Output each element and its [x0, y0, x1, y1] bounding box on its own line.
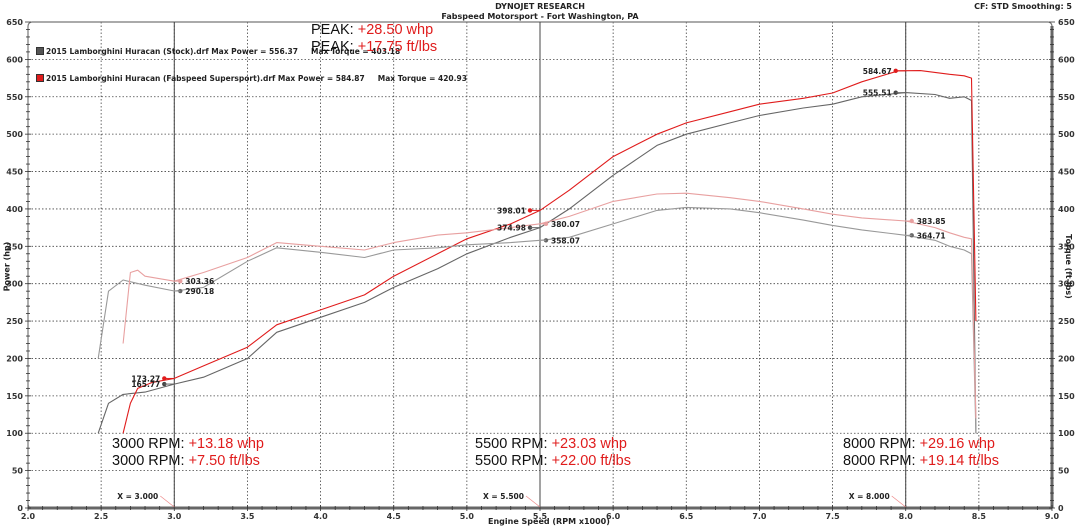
annotation-5500rpm: 5500 RPM: +23.03 whp 5500 RPM: +22.00 ft…: [475, 436, 631, 469]
x-axis-label: Engine Speed (RPM x1000): [488, 517, 610, 526]
y-tick-label-left: 450: [6, 168, 23, 177]
data-label: 358.07: [551, 236, 580, 245]
cursor-label: X = 8.000: [849, 492, 890, 501]
y-tick-label-right: 600: [1058, 55, 1075, 64]
data-label: 374.98: [497, 224, 526, 233]
y-tick-label-left: 500: [6, 130, 23, 139]
y-tick-label-right: 550: [1058, 93, 1075, 102]
series-line: [97, 206, 977, 434]
y-tick-label-left: 300: [6, 280, 23, 289]
series-lines: [97, 70, 977, 434]
y-tick-label-right: 500: [1058, 130, 1075, 139]
x-tick-label: 6.5: [679, 512, 694, 521]
y-tick-label-left: 400: [6, 205, 23, 214]
annotation-peak: PEAK: +28.50 whp PEAK: +17.75 ft/lbs: [311, 22, 438, 55]
data-label: 290.18: [185, 287, 214, 296]
y-tick-label-right: 450: [1058, 168, 1075, 177]
y-tick-label-left: 100: [6, 429, 23, 438]
data-label: 364.71: [917, 231, 946, 240]
chart-title: DYNOJET RESEARCH: [495, 2, 585, 11]
y-tick-label-left: 550: [6, 93, 23, 102]
x-tick-label: 7.0: [752, 512, 767, 521]
y-tick-label-right: 0: [1058, 504, 1064, 513]
legend-item-stock: 2015 Lamborghini Huracan (Stock).drf Max…: [36, 47, 467, 56]
y-tick-label-left: 200: [6, 354, 23, 363]
cf-smoothing-label: CF: STD Smoothing: 5: [974, 2, 1072, 11]
y-tick-label-left: 650: [6, 18, 23, 27]
series-line: [122, 192, 977, 419]
data-label: 303.36: [185, 277, 214, 286]
data-label: 398.01: [497, 206, 526, 215]
y-tick-label-left: 150: [6, 392, 23, 401]
legend: 2015 Lamborghini Huracan (Stock).drf Max…: [36, 29, 467, 92]
x-tick-label: 2.0: [21, 512, 36, 521]
legend-swatch-fabspeed: [36, 74, 44, 82]
series-line: [97, 92, 977, 434]
x-tick-label: 8.0: [899, 512, 914, 521]
y-tick-label-right: 400: [1058, 205, 1075, 214]
x-tick-label: 4.5: [387, 512, 402, 521]
x-tick-label: 2.5: [94, 512, 109, 521]
data-label: 173.27: [131, 374, 160, 383]
y-tick-label-right: 50: [1058, 467, 1070, 476]
data-label: 383.85: [917, 217, 946, 226]
y-tick-label-right: 350: [1058, 242, 1075, 251]
y-axis-label-right: Torque (ft-lbs): [1063, 234, 1073, 299]
x-tick-label: 4.0: [313, 512, 328, 521]
data-label: 165.77: [131, 380, 160, 389]
cursor-lines: X = 3.000 X = 5.500 X = 8.000: [117, 22, 907, 508]
y-tick-label-right: 150: [1058, 392, 1075, 401]
cursor-label: X = 5.500: [483, 492, 524, 501]
y-tick-label-left: 350: [6, 242, 23, 251]
x-tick-label: 9.0: [1045, 512, 1060, 521]
y-axis-label-left: Power (hp): [2, 241, 12, 292]
data-label: 555.51: [863, 89, 892, 98]
x-tick-label: 8.5: [972, 512, 987, 521]
x-tick-label: 3.5: [240, 512, 255, 521]
y-tick-label-right: 100: [1058, 429, 1075, 438]
y-tick-label-left: 0: [17, 504, 23, 513]
y-tick-label-right: 650: [1058, 18, 1075, 27]
x-tick-label: 7.5: [825, 512, 840, 521]
x-tick-label: 5.0: [460, 512, 475, 521]
cursor-label: X = 3.000: [117, 492, 158, 501]
x-tick-label: 3.0: [167, 512, 182, 521]
y-tick-label-right: 250: [1058, 317, 1075, 326]
series-line: [122, 70, 977, 434]
data-label: 584.67: [863, 67, 892, 76]
y-tick-label-right: 200: [1058, 354, 1075, 363]
x-tick-label: 5.5: [533, 512, 548, 521]
legend-item-fabspeed: 2015 Lamborghini Huracan (Fabspeed Super…: [36, 74, 467, 83]
x-tick-label: 6.0: [606, 512, 621, 521]
legend-swatch-stock: [36, 47, 44, 55]
y-tick-label-left: 600: [6, 55, 23, 64]
y-tick-label-right: 300: [1058, 280, 1075, 289]
data-label: 380.07: [551, 220, 580, 229]
annotation-8000rpm: 8000 RPM: +29.16 whp 8000 RPM: +19.14 ft…: [843, 436, 999, 469]
y-tick-label-left: 250: [6, 317, 23, 326]
annotation-3000rpm: 3000 RPM: +13.18 whp 3000 RPM: +7.50 ft/…: [112, 436, 264, 469]
y-tick-label-left: 50: [12, 467, 24, 476]
chart-subtitle: Fabspeed Motorsport - Fort Washington, P…: [441, 12, 639, 21]
